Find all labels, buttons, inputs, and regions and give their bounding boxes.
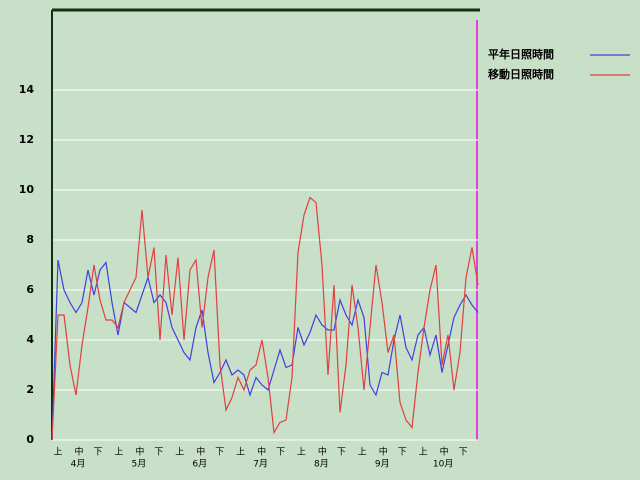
y-tick-label: 4	[26, 333, 34, 346]
y-tick-label: 6	[26, 283, 34, 296]
x-month-label: 9月	[375, 459, 390, 470]
x-period-label: 中	[135, 446, 144, 458]
series-line	[51, 196, 479, 441]
y-tick-label: 8	[26, 233, 34, 246]
x-period-label: 下	[93, 448, 102, 458]
x-month-label: 4月	[71, 459, 86, 470]
x-period-label: 上	[53, 447, 62, 458]
x-period-label: 下	[398, 448, 407, 458]
x-period-label: 中	[379, 446, 388, 458]
legend-label: 平年日照時間	[488, 47, 554, 61]
x-period-label: 中	[318, 446, 327, 458]
x-month-label: 8月	[314, 459, 329, 470]
x-period-label: 下	[276, 448, 285, 458]
y-tick-label: 10	[19, 183, 35, 196]
x-period-label: 上	[175, 447, 184, 458]
y-tick-label: 14	[19, 83, 35, 96]
x-period-label: 上	[297, 447, 306, 458]
y-tick-label: 12	[19, 133, 34, 146]
y-tick-label: 0	[26, 433, 34, 446]
x-period-label: 下	[154, 448, 163, 458]
x-period-label: 中	[257, 446, 266, 458]
x-period-label: 上	[236, 447, 245, 458]
x-period-label: 上	[358, 447, 367, 458]
x-period-label: 中	[196, 446, 205, 458]
x-period-label: 下	[459, 448, 468, 458]
x-month-label: 5月	[131, 459, 146, 470]
legend-label: 移動日照時間	[488, 67, 554, 81]
x-month-label: 7月	[253, 459, 268, 470]
x-period-label: 上	[419, 447, 428, 458]
x-period-label: 下	[215, 448, 224, 458]
x-period-label: 中	[74, 446, 83, 458]
y-tick-label: 2	[26, 383, 34, 396]
x-period-label: 下	[337, 448, 346, 458]
x-period-label: 上	[114, 447, 123, 458]
x-month-label: 10月	[433, 459, 453, 470]
x-period-label: 中	[440, 446, 449, 458]
x-month-label: 6月	[192, 459, 207, 470]
